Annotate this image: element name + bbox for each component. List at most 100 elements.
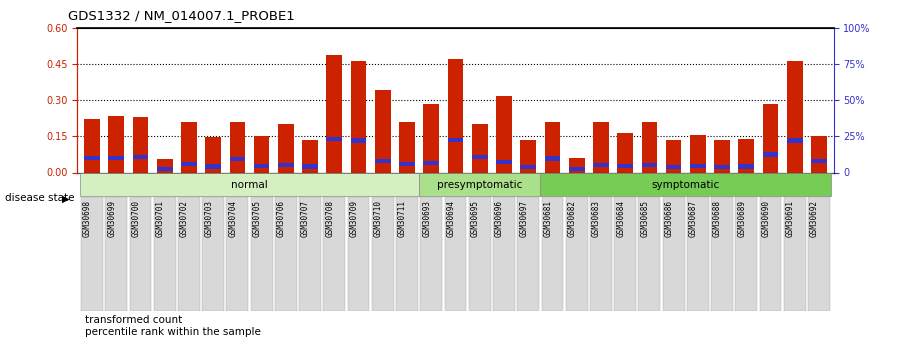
Bar (84, 119, 100, 172)
Bar (566, 197, 588, 310)
Text: GSM30709: GSM30709 (350, 200, 359, 237)
Bar (133, 155, 148, 159)
Text: GSM30707: GSM30707 (302, 200, 310, 237)
Bar (399, 162, 415, 166)
Bar (278, 163, 293, 167)
Bar (447, 59, 464, 172)
Bar (375, 159, 391, 164)
Bar (739, 139, 754, 172)
Text: symptomatic: symptomatic (651, 180, 720, 189)
Text: GSM30701: GSM30701 (156, 200, 165, 237)
Bar (808, 197, 830, 310)
Bar (275, 197, 297, 310)
Text: GSM30681: GSM30681 (544, 200, 552, 237)
Bar (472, 155, 487, 159)
Bar (590, 197, 612, 310)
Text: GSM30682: GSM30682 (568, 200, 577, 237)
Bar (227, 197, 249, 310)
Bar (424, 104, 439, 172)
Text: GSM30705: GSM30705 (252, 200, 261, 237)
Text: GSM30699: GSM30699 (107, 200, 117, 237)
Bar (593, 162, 609, 167)
Bar (80, 173, 419, 196)
Bar (760, 197, 782, 310)
Bar (326, 137, 343, 141)
Bar (662, 197, 684, 310)
Text: GSM30703: GSM30703 (204, 200, 213, 237)
Bar (299, 197, 321, 310)
Bar (154, 197, 176, 310)
Text: GSM30687: GSM30687 (689, 200, 698, 237)
Text: GSM30688: GSM30688 (713, 200, 722, 237)
Bar (445, 197, 466, 310)
Bar (520, 140, 536, 172)
Bar (157, 167, 172, 171)
Bar (181, 122, 197, 172)
Bar (540, 173, 831, 196)
Bar (419, 173, 540, 196)
Bar (666, 140, 681, 172)
Bar (593, 122, 609, 172)
Text: GSM30693: GSM30693 (423, 200, 431, 237)
Text: GSM30691: GSM30691 (786, 200, 794, 237)
Text: GSM30698: GSM30698 (83, 200, 92, 237)
Text: GSM30696: GSM30696 (495, 200, 504, 237)
Bar (469, 197, 491, 310)
Bar (763, 152, 778, 157)
Text: disease state: disease state (5, 194, 74, 203)
Bar (351, 61, 366, 172)
Text: GSM30684: GSM30684 (616, 200, 625, 237)
Bar (811, 159, 827, 163)
Bar (714, 140, 730, 172)
Bar (783, 197, 805, 310)
Text: GSM30694: GSM30694 (446, 200, 456, 237)
Bar (787, 138, 803, 142)
Text: GDS1332 / NM_014007.1_PROBE1: GDS1332 / NM_014007.1_PROBE1 (68, 9, 295, 22)
Text: GSM30704: GSM30704 (229, 200, 238, 237)
Bar (711, 197, 733, 310)
Bar (302, 140, 318, 172)
Bar (496, 160, 512, 164)
Bar (545, 122, 560, 172)
Bar (641, 122, 657, 172)
Bar (133, 117, 148, 172)
Bar (396, 197, 418, 310)
Bar (666, 165, 681, 169)
Bar (739, 165, 754, 169)
Bar (230, 122, 245, 172)
Bar (302, 164, 318, 169)
Bar (641, 162, 657, 167)
Text: GSM30710: GSM30710 (374, 200, 383, 237)
Text: GSM30685: GSM30685 (640, 200, 650, 237)
Bar (351, 138, 366, 142)
Text: GSM30708: GSM30708 (325, 200, 334, 237)
Text: GSM30683: GSM30683 (592, 200, 601, 237)
Bar (230, 157, 245, 161)
Text: presymptomatic: presymptomatic (437, 180, 522, 189)
Bar (129, 197, 151, 310)
Text: normal: normal (231, 180, 268, 189)
Bar (278, 124, 293, 172)
Bar (372, 197, 394, 310)
Bar (106, 197, 128, 310)
Bar (493, 197, 515, 310)
Bar (787, 61, 803, 172)
Text: GSM30690: GSM30690 (762, 200, 771, 237)
Text: GSM30689: GSM30689 (737, 200, 746, 237)
Bar (202, 197, 224, 310)
Bar (496, 96, 512, 172)
Text: percentile rank within the sample: percentile rank within the sample (85, 327, 261, 337)
Text: GSM30711: GSM30711 (398, 200, 407, 237)
Bar (254, 136, 270, 172)
Bar (690, 135, 706, 172)
Bar (205, 164, 221, 169)
Text: GSM30697: GSM30697 (519, 200, 528, 237)
Bar (326, 55, 343, 172)
Bar (541, 197, 563, 310)
Text: transformed count: transformed count (85, 315, 182, 325)
Text: ▶: ▶ (62, 194, 69, 203)
Bar (205, 137, 221, 172)
Text: GSM30692: GSM30692 (810, 200, 819, 237)
Bar (545, 157, 560, 161)
Bar (517, 197, 539, 310)
